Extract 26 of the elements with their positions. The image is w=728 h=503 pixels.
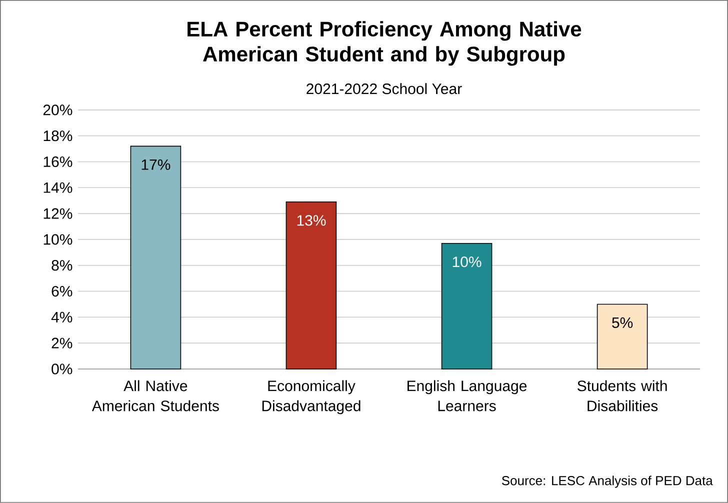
y-tick-label: 14% (44, 182, 72, 193)
data-label: 13% (297, 215, 326, 226)
bar (130, 146, 182, 370)
y-tick-label: 4% (51, 312, 72, 322)
y-tick-label: 18% (44, 130, 72, 142)
bar (441, 242, 492, 370)
y-tick-label: 8% (52, 260, 72, 271)
x-tick-label: All Native American Students (92, 380, 219, 412)
y-tick-label: 2% (52, 338, 72, 348)
chart-subtitle: 2021-2022 School Year (306, 83, 462, 94)
bar (286, 202, 337, 370)
y-tick-label: 20% (43, 104, 72, 116)
data-label: 10% (452, 256, 482, 268)
source-note: Source: LESC Analysis of PED Data (502, 476, 713, 488)
y-tick-label: 10% (44, 234, 72, 245)
x-tick-label: Economically Disadvantaged (262, 380, 360, 414)
data-label: 17% (142, 159, 170, 170)
y-tick-label: 6% (52, 286, 72, 297)
x-tick-label: English Language Learners (408, 380, 527, 412)
x-tick-label: Students with Disabilities (578, 380, 667, 412)
data-label: 5% (612, 317, 633, 328)
chart-title: ELA Percent Proficiency Among Native American Student and by Subgroup (188, 21, 582, 66)
bar (596, 304, 648, 370)
y-tick-label: 12% (44, 208, 72, 219)
y-tick-label: 16% (44, 156, 72, 168)
y-tick-label: 0% (52, 364, 72, 374)
